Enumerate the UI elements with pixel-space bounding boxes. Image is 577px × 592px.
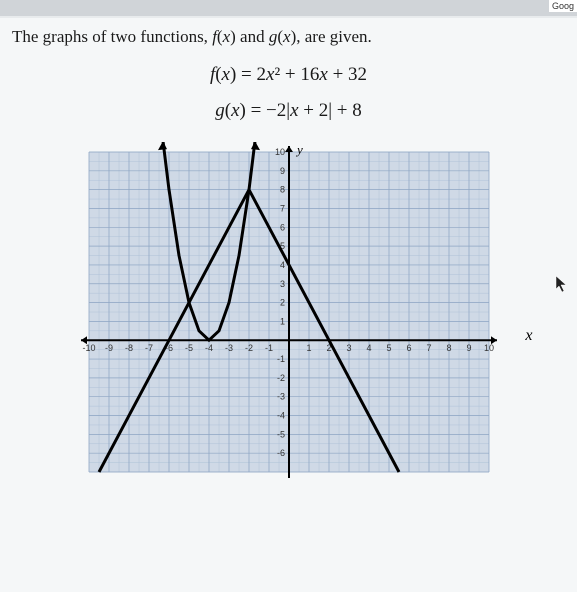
svg-text:-2: -2 [276, 373, 284, 383]
svg-text:7: 7 [279, 204, 284, 214]
svg-text:8: 8 [279, 185, 284, 195]
svg-text:5: 5 [386, 343, 391, 353]
svg-text:9: 9 [279, 166, 284, 176]
svg-text:10: 10 [483, 343, 493, 353]
equations: f(x) = 2x² + 16x + 32 g(x) = −2|x + 2| +… [12, 64, 565, 122]
prompt-text: The graphs of two functions, f(x) and g(… [12, 26, 565, 48]
svg-text:-3: -3 [224, 343, 232, 353]
svg-text:9: 9 [466, 343, 471, 353]
svg-text:-4: -4 [276, 411, 284, 421]
svg-text:-2: -2 [244, 343, 252, 353]
google-badge: Goog [549, 0, 577, 12]
svg-text:-3: -3 [276, 392, 284, 402]
svg-text:10: 10 [274, 147, 284, 157]
svg-text:4: 4 [279, 260, 284, 270]
chart-svg: y-10-9-8-7-6-5-4-3-2-112345678910-6-5-4-… [59, 142, 519, 482]
cursor-icon [555, 275, 569, 298]
svg-text:6: 6 [279, 222, 284, 232]
svg-text:-5: -5 [184, 343, 192, 353]
svg-text:1: 1 [306, 343, 311, 353]
svg-text:6: 6 [406, 343, 411, 353]
svg-text:-7: -7 [144, 343, 152, 353]
svg-text:-1: -1 [276, 354, 284, 364]
svg-text:y: y [295, 142, 303, 157]
svg-text:7: 7 [426, 343, 431, 353]
svg-text:-4: -4 [204, 343, 212, 353]
equation-f: f(x) = 2x² + 16x + 32 [12, 64, 565, 86]
svg-text:8: 8 [446, 343, 451, 353]
svg-text:3: 3 [279, 279, 284, 289]
svg-text:-5: -5 [276, 429, 284, 439]
equation-g: g(x) = −2|x + 2| + 8 [12, 100, 565, 122]
svg-text:-8: -8 [124, 343, 132, 353]
svg-text:-9: -9 [104, 343, 112, 353]
svg-text:-10: -10 [82, 343, 95, 353]
graph-container: y-10-9-8-7-6-5-4-3-2-112345678910-6-5-4-… [59, 142, 519, 482]
svg-text:-1: -1 [264, 343, 272, 353]
svg-text:3: 3 [346, 343, 351, 353]
svg-text:1: 1 [279, 317, 284, 327]
svg-text:4: 4 [366, 343, 371, 353]
axis-label-x: x [525, 327, 532, 345]
svg-text:-6: -6 [276, 448, 284, 458]
top-bar: Goog [0, 0, 577, 16]
content-area: The graphs of two functions, f(x) and g(… [0, 18, 577, 592]
svg-text:2: 2 [279, 298, 284, 308]
